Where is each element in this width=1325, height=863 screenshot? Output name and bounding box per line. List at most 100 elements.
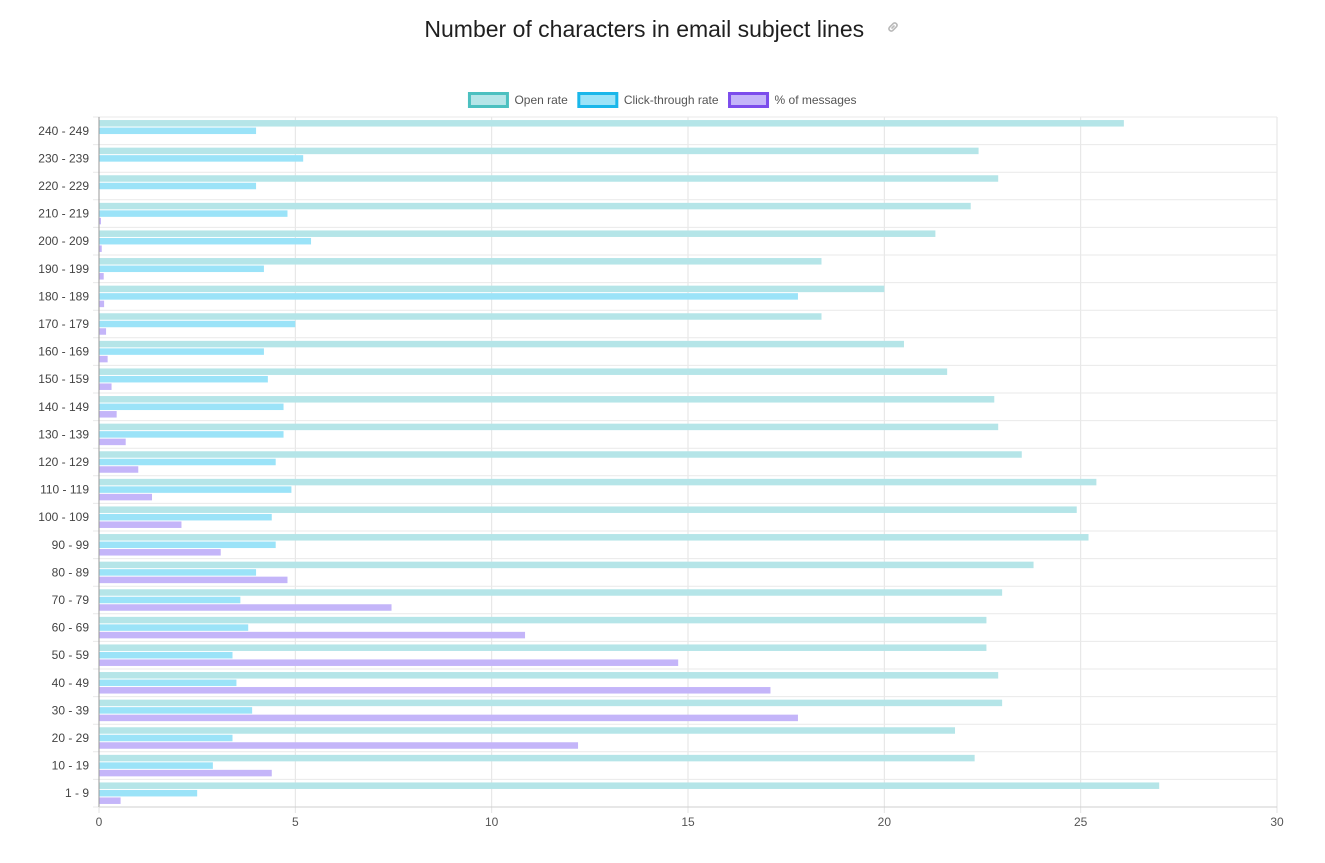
bar-percent-messages[interactable] <box>99 797 121 804</box>
bar-open-rate[interactable] <box>99 120 1124 127</box>
legend-label-click-through-rate[interactable]: Click-through rate <box>624 93 719 107</box>
bar-open-rate[interactable] <box>99 423 999 431</box>
bar-open-rate[interactable] <box>99 368 948 375</box>
y-tick-label: 30 - 39 <box>52 703 90 717</box>
bar-open-rate[interactable] <box>99 175 999 182</box>
y-tick-label: 1 - 9 <box>65 786 89 800</box>
bar-percent-messages[interactable] <box>99 493 153 501</box>
bar-open-rate[interactable] <box>99 616 987 624</box>
bar-percent-messages[interactable] <box>99 604 392 611</box>
bar-percent-messages[interactable] <box>99 687 771 694</box>
y-tick-label: 240 - 249 <box>38 124 89 138</box>
bar-percent-messages[interactable] <box>99 466 139 473</box>
bar-click-through-rate[interactable] <box>99 458 276 466</box>
bar-click-through-rate[interactable] <box>99 789 198 797</box>
bar-click-through-rate[interactable] <box>99 707 253 714</box>
bar-open-rate[interactable] <box>99 672 999 679</box>
bar-open-rate[interactable] <box>99 561 1034 569</box>
bar-click-through-rate[interactable] <box>99 293 798 300</box>
x-tick-label: 15 <box>681 815 695 829</box>
bar-open-rate[interactable] <box>99 285 885 293</box>
bar-open-rate[interactable] <box>99 589 1003 596</box>
bar-click-through-rate[interactable] <box>99 375 268 383</box>
y-tick-label: 110 - 119 <box>40 483 89 497</box>
y-tick-label: 120 - 129 <box>38 455 89 469</box>
bar-open-rate[interactable] <box>99 644 987 651</box>
bar-open-rate[interactable] <box>99 506 1077 513</box>
bar-click-through-rate[interactable] <box>99 210 288 217</box>
bar-open-rate[interactable] <box>99 754 975 762</box>
bar-open-rate[interactable] <box>99 340 904 348</box>
bar-click-through-rate[interactable] <box>99 541 276 549</box>
y-tick-label: 100 - 109 <box>38 510 89 524</box>
bar-percent-messages[interactable] <box>99 549 221 556</box>
bar-open-rate[interactable] <box>99 202 971 210</box>
bar-click-through-rate[interactable] <box>99 155 304 162</box>
bar-percent-messages[interactable] <box>99 355 108 363</box>
link-icon[interactable] <box>885 19 901 40</box>
bar-click-through-rate[interactable] <box>99 182 257 190</box>
bar-percent-messages[interactable] <box>99 273 104 280</box>
bar-percent-messages[interactable] <box>99 769 272 777</box>
bar-percent-messages[interactable] <box>99 411 117 418</box>
bar-click-through-rate[interactable] <box>99 265 264 273</box>
y-tick-label: 50 - 59 <box>52 648 90 662</box>
bar-percent-messages[interactable] <box>99 328 107 335</box>
x-tick-label: 20 <box>878 815 892 829</box>
bar-percent-messages[interactable] <box>99 631 526 639</box>
bar-click-through-rate[interactable] <box>99 431 284 438</box>
bar-percent-messages[interactable] <box>99 742 579 749</box>
bar-click-through-rate[interactable] <box>99 651 233 659</box>
bar-open-rate[interactable] <box>99 396 995 403</box>
bar-open-rate[interactable] <box>99 534 1089 541</box>
bar-percent-messages[interactable] <box>99 438 126 446</box>
bar-click-through-rate[interactable] <box>99 486 292 493</box>
bar-open-rate[interactable] <box>99 699 1003 707</box>
bar-open-rate[interactable] <box>99 258 822 265</box>
legend-swatch-open-rate[interactable] <box>467 92 509 108</box>
bar-click-through-rate[interactable] <box>99 237 312 245</box>
y-tick-label: 70 - 79 <box>52 593 90 607</box>
bar-open-rate[interactable] <box>99 147 979 155</box>
bar-percent-messages[interactable] <box>99 300 105 308</box>
bar-click-through-rate[interactable] <box>99 348 264 355</box>
y-tick-label: 230 - 239 <box>38 151 89 165</box>
bar-percent-messages[interactable] <box>99 714 798 722</box>
y-tick-label: 180 - 189 <box>38 289 89 303</box>
x-tick-label: 0 <box>96 815 103 829</box>
y-tick-label: 60 - 69 <box>52 621 90 635</box>
bar-open-rate[interactable] <box>99 230 936 237</box>
bar-click-through-rate[interactable] <box>99 513 272 521</box>
legend-label-percent-messages[interactable]: % of messages <box>775 93 857 107</box>
bar-click-through-rate[interactable] <box>99 569 257 576</box>
bar-percent-messages[interactable] <box>99 521 182 528</box>
bar-click-through-rate[interactable] <box>99 762 213 769</box>
bar-open-rate[interactable] <box>99 313 822 320</box>
bar-click-through-rate[interactable] <box>99 734 233 742</box>
y-tick-label: 130 - 139 <box>38 427 89 441</box>
bar-percent-messages[interactable] <box>99 659 679 666</box>
bar-click-through-rate[interactable] <box>99 320 296 328</box>
y-tick-label: 220 - 229 <box>38 179 89 193</box>
bar-open-rate[interactable] <box>99 727 956 734</box>
y-tick-label: 140 - 149 <box>38 400 89 414</box>
y-tick-label: 150 - 159 <box>38 372 89 386</box>
bar-percent-messages[interactable] <box>99 217 101 225</box>
bar-percent-messages[interactable] <box>99 383 112 390</box>
bar-click-through-rate[interactable] <box>99 596 241 604</box>
bar-percent-messages[interactable] <box>99 245 102 252</box>
bar-open-rate[interactable] <box>99 478 1097 486</box>
legend-label-open-rate[interactable]: Open rate <box>514 93 568 107</box>
bar-open-rate[interactable] <box>99 451 1022 458</box>
bar-click-through-rate[interactable] <box>99 127 257 135</box>
bar-percent-messages[interactable] <box>99 576 288 584</box>
y-tick-label: 90 - 99 <box>52 538 90 552</box>
legend-swatch-click-through-rate[interactable] <box>577 92 619 108</box>
y-tick-label: 170 - 179 <box>38 317 89 331</box>
bar-click-through-rate[interactable] <box>99 624 249 631</box>
legend-swatch-percent-messages[interactable] <box>728 92 770 108</box>
bar-click-through-rate[interactable] <box>99 403 284 411</box>
bar-open-rate[interactable] <box>99 782 1160 789</box>
bar-click-through-rate[interactable] <box>99 679 237 687</box>
